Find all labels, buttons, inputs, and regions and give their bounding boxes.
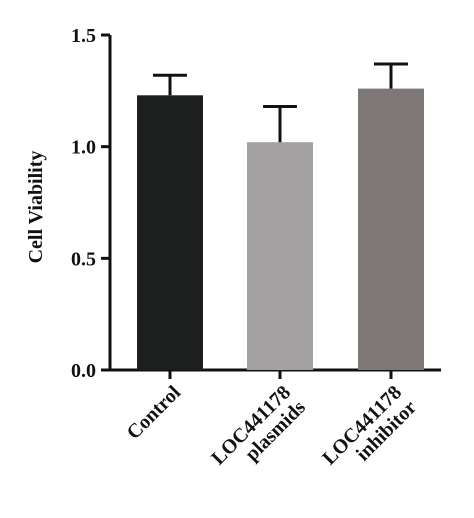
y-axis: 0.0 0.5 1.0 1.5 [71, 25, 112, 382]
y-tick-label: 1.0 [71, 137, 96, 159]
y-tick-label: 0.0 [71, 360, 96, 382]
y-axis-label: Cell Viability [25, 151, 47, 264]
x-tick-label: Control [123, 381, 186, 444]
bars [137, 88, 424, 371]
bar [358, 88, 424, 370]
error-bars [153, 62, 408, 143]
bar [247, 142, 313, 370]
bar [137, 95, 203, 371]
y-tick-label: 0.5 [71, 248, 96, 270]
x-tick-label-line: Control [123, 381, 186, 444]
y-tick-label: 1.5 [71, 25, 96, 47]
